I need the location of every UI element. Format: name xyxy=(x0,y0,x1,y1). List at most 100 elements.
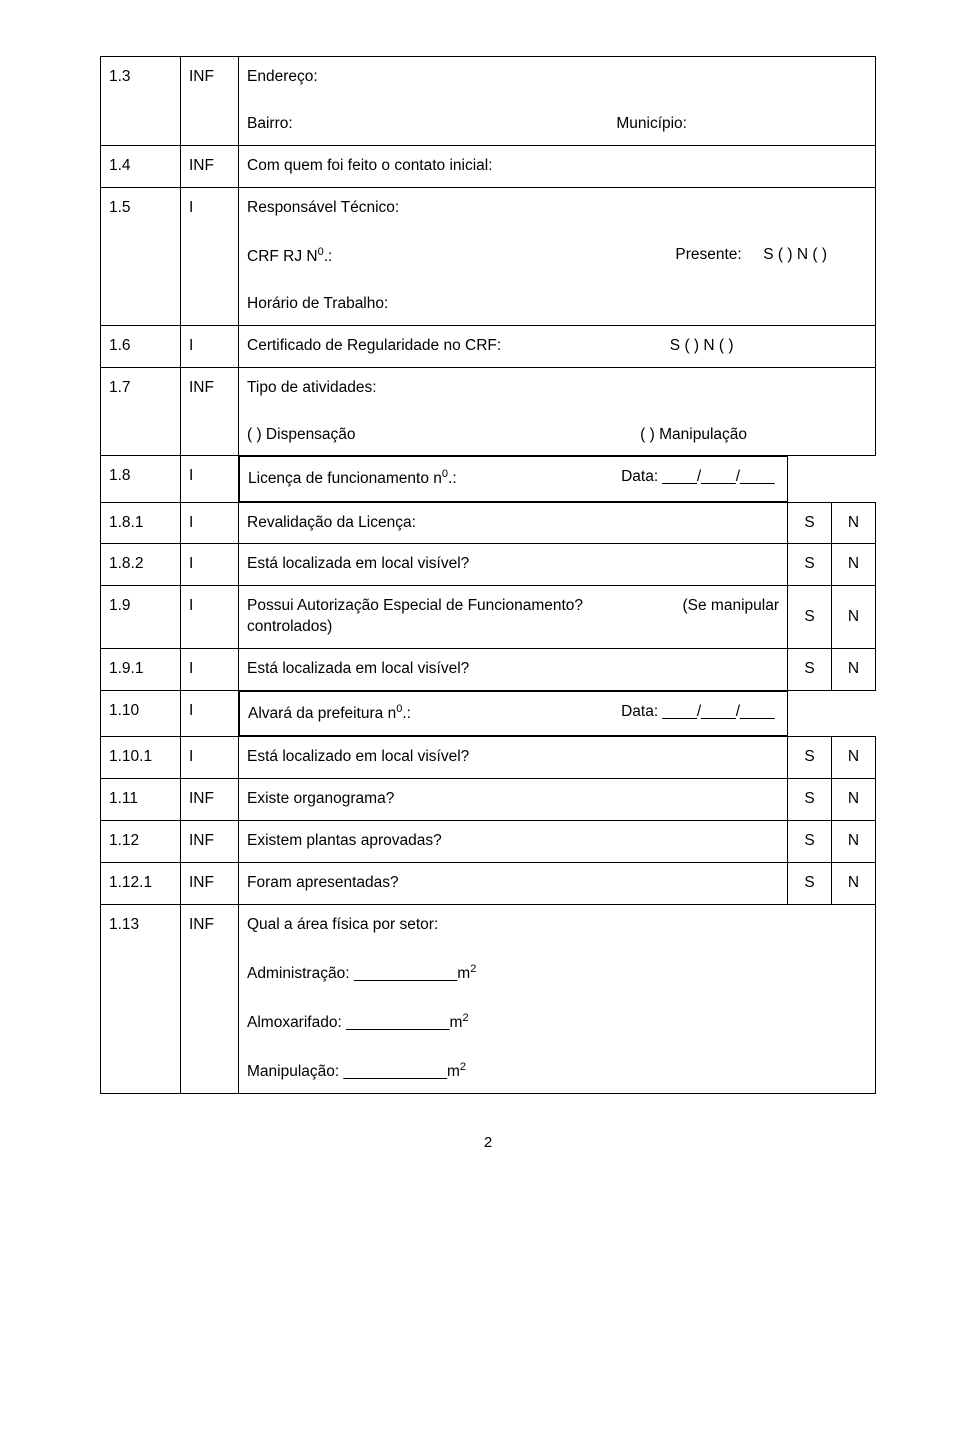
endereco-label: Endereço: xyxy=(247,67,867,88)
area-manip-sq: 2 xyxy=(460,1061,466,1073)
cell-num: 1.3 xyxy=(101,57,181,146)
cell-num: 1.10 xyxy=(101,691,181,737)
row-1-9: 1.9 I Possui Autorização Especial de Fun… xyxy=(101,586,876,649)
autorizacao-line1b: (Se manipular xyxy=(683,596,780,617)
cell-s: S xyxy=(788,779,832,821)
cell-num: 1.12 xyxy=(101,821,181,863)
cell-num: 1.6 xyxy=(101,325,181,367)
cell-n: N xyxy=(832,779,876,821)
row-1-5: 1.5 I Responsável Técnico: CRF RJ N0.: P… xyxy=(101,187,876,325)
cell-content: Está localizada em local visível? xyxy=(239,649,788,691)
cell-num: 1.9.1 xyxy=(101,649,181,691)
cell-n: N xyxy=(832,862,876,904)
cell-content: Revalidação da Licença: xyxy=(239,502,788,544)
cell-content: Com quem foi feito o contato inicial: xyxy=(239,145,876,187)
cell-type: INF xyxy=(181,821,239,863)
cell-num: 1.11 xyxy=(101,779,181,821)
row-1-8-2: 1.8.2 I Está localizada em local visível… xyxy=(101,544,876,586)
bairro-label: Bairro: xyxy=(247,114,293,135)
alvara-data: Data: ____/____/____ xyxy=(621,702,774,725)
area-admin-sq: 2 xyxy=(470,963,476,975)
cell-s: S xyxy=(788,649,832,691)
cell-type: INF xyxy=(181,145,239,187)
cell-content: Existem plantas aprovadas? xyxy=(239,821,788,863)
cell-num: 1.13 xyxy=(101,904,181,1093)
horario-label: Horário de Trabalho: xyxy=(247,294,867,315)
row-1-12: 1.12 INF Existem plantas aprovadas? S N xyxy=(101,821,876,863)
cell-type: I xyxy=(181,325,239,367)
area-manip: Manipulação: ____________m2 xyxy=(247,1060,867,1083)
cell-num: 1.9 xyxy=(101,586,181,649)
cell-type: INF xyxy=(181,57,239,146)
cell-content: Alvará da prefeitura n0.: Data: ____/___… xyxy=(239,691,788,736)
autorizacao-line1a: Possui Autorização Especial de Funcionam… xyxy=(247,596,583,617)
page-number: 2 xyxy=(100,1134,876,1151)
tipo-label: Tipo de atividades: xyxy=(247,378,867,399)
presente-opts: S ( ) N ( ) xyxy=(763,246,827,263)
row-1-7: 1.7 INF Tipo de atividades: ( ) Dispensa… xyxy=(101,367,876,456)
cell-type: INF xyxy=(181,779,239,821)
area-manip-text: Manipulação: ____________m xyxy=(247,1063,460,1080)
autorizacao-line2: controlados) xyxy=(247,617,779,638)
cell-type: I xyxy=(181,691,239,737)
row-1-13: 1.13 INF Qual a área física por setor: A… xyxy=(101,904,876,1093)
row-1-3: 1.3 INF Endereço: Bairro: Município: xyxy=(101,57,876,146)
opt-dispensacao: ( ) Dispensação xyxy=(247,425,356,446)
cell-num: 1.7 xyxy=(101,367,181,456)
presente-label: Presente: xyxy=(675,246,741,263)
row-1-12-1: 1.12.1 INF Foram apresentadas? S N xyxy=(101,862,876,904)
cell-type: I xyxy=(181,502,239,544)
cell-type: I xyxy=(181,187,239,325)
alvara-label: Alvará da prefeitura n xyxy=(248,705,396,722)
row-1-6: 1.6 I Certificado de Regularidade no CRF… xyxy=(101,325,876,367)
cell-type: INF xyxy=(181,367,239,456)
cell-s: S xyxy=(788,502,832,544)
cell-content: Tipo de atividades: ( ) Dispensação ( ) … xyxy=(239,367,876,456)
cell-type: I xyxy=(181,544,239,586)
cell-content: Endereço: Bairro: Município: xyxy=(239,57,876,146)
cell-type: INF xyxy=(181,904,239,1093)
cell-type: INF xyxy=(181,862,239,904)
cell-s: S xyxy=(788,544,832,586)
bairro-municipio-line: Bairro: Município: xyxy=(247,114,867,135)
cell-content: Certificado de Regularidade no CRF: S ( … xyxy=(239,325,876,367)
cell-content: Licença de funcionamento n0.: Data: ____… xyxy=(239,456,788,501)
cell-num: 1.12.1 xyxy=(101,862,181,904)
row-1-10-1: 1.10.1 I Está localizado em local visíve… xyxy=(101,737,876,779)
opt-manipulacao: ( ) Manipulação xyxy=(640,425,747,446)
cell-content: Existe organograma? xyxy=(239,779,788,821)
cell-s: S xyxy=(788,821,832,863)
area-almox-sq: 2 xyxy=(462,1012,468,1024)
cell-s: S xyxy=(788,737,832,779)
crf-presente-line: CRF RJ N0.: Presente: S ( ) N ( ) xyxy=(247,245,867,268)
row-1-8-1: 1.8.1 I Revalidação da Licença: S N xyxy=(101,502,876,544)
cell-type: I xyxy=(181,586,239,649)
page: 1.3 INF Endereço: Bairro: Município: 1.4… xyxy=(0,0,960,1191)
cell-s: S xyxy=(788,862,832,904)
tipo-opts-line: ( ) Dispensação ( ) Manipulação xyxy=(247,425,867,446)
cell-s: S xyxy=(788,586,832,649)
cell-num: 1.4 xyxy=(101,145,181,187)
cell-type: I xyxy=(181,456,239,502)
cell-content: Está localizada em local visível? xyxy=(239,544,788,586)
crf-dot: .: xyxy=(324,248,333,265)
cell-num: 1.8.2 xyxy=(101,544,181,586)
cell-num: 1.10.1 xyxy=(101,737,181,779)
area-almox: Almoxarifado: ____________m2 xyxy=(247,1011,867,1034)
cell-n: N xyxy=(832,821,876,863)
cell-content: Foram apresentadas? xyxy=(239,862,788,904)
cell-num: 1.5 xyxy=(101,187,181,325)
area-admin-text: Administração: ____________m xyxy=(247,965,470,982)
cell-n: N xyxy=(832,737,876,779)
cell-n: N xyxy=(832,649,876,691)
licenca-label: Licença de funcionamento n xyxy=(248,471,442,488)
area-admin: Administração: ____________m2 xyxy=(247,962,867,985)
row-1-10: 1.10 I Alvará da prefeitura n0.: Data: _… xyxy=(101,691,876,737)
crf-label: CRF RJ N xyxy=(247,248,318,265)
cell-n: N xyxy=(832,544,876,586)
row-1-11: 1.11 INF Existe organograma? S N xyxy=(101,779,876,821)
row-1-9-1: 1.9.1 I Está localizada em local visível… xyxy=(101,649,876,691)
cell-content: Responsável Técnico: CRF RJ N0.: Present… xyxy=(239,187,876,325)
area-almox-text: Almoxarifado: ____________m xyxy=(247,1014,462,1031)
cell-type: I xyxy=(181,649,239,691)
